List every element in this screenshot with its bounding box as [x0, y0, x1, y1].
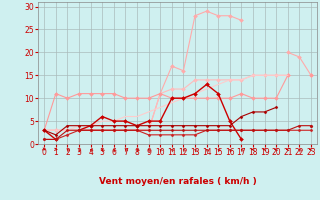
X-axis label: Vent moyen/en rafales ( km/h ): Vent moyen/en rafales ( km/h )	[99, 177, 256, 186]
